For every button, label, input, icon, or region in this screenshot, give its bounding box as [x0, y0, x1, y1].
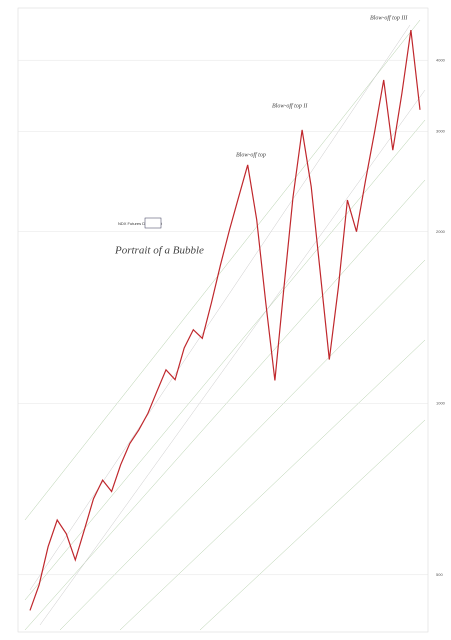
- logo: [144, 217, 162, 229]
- annotation: Blow-off top: [236, 151, 266, 158]
- price-line: [29, 30, 421, 611]
- plot-frame: [17, 7, 429, 633]
- y-tick-label: 4000: [436, 57, 446, 62]
- y-tick-label: 2000: [436, 229, 446, 234]
- channel-lines: [24, 19, 426, 631]
- y-tick-label: 1000: [436, 400, 446, 405]
- trend-lines: [29, 24, 426, 626]
- y-tick-label: 500: [436, 572, 443, 577]
- annotation: Blow-off top II: [272, 102, 308, 109]
- annotation: Blow-off top III: [370, 14, 408, 21]
- y-tick-label: 3000: [436, 128, 446, 133]
- chart-title: Portrait of a Bubble: [114, 245, 204, 257]
- chart-subtitle: NDX Futures Daily Chart: [118, 221, 163, 226]
